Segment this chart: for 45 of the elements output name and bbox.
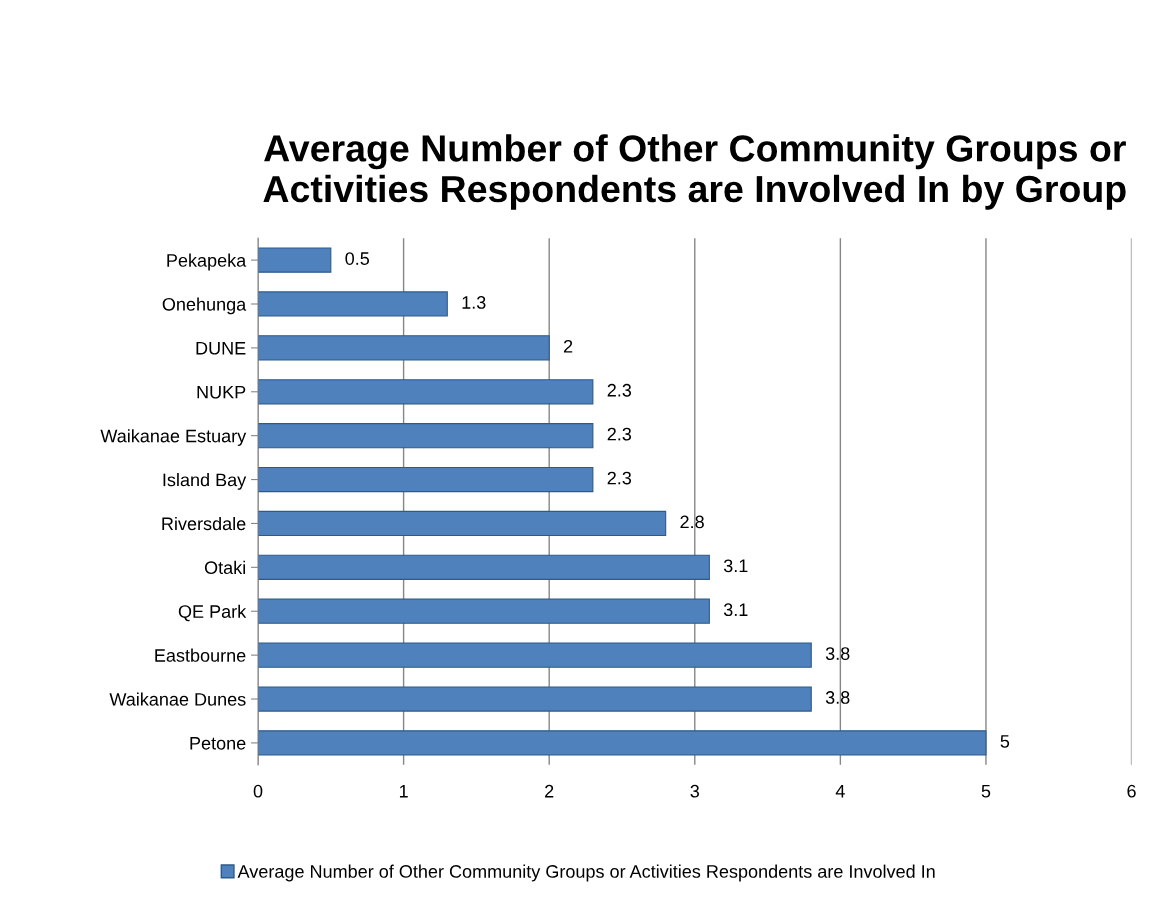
y-tick-label: Waikanae Dunes [109, 692, 246, 706]
x-tick-label: 0 [253, 784, 263, 798]
bar [258, 730, 987, 756]
data-label: 0.5 [345, 252, 370, 265]
data-label: 3.8 [825, 647, 850, 660]
y-tick-label: Waikanae Estuary [100, 429, 247, 446]
bar [258, 335, 550, 361]
data-label: 2.3 [607, 427, 632, 441]
bar [258, 247, 332, 273]
y-tick-label: DUNE [196, 342, 246, 355]
bar [258, 291, 448, 317]
y-tick-label: Petone [190, 737, 246, 750]
data-label: 3.8 [825, 691, 850, 704]
data-label: 2 [563, 339, 573, 353]
y-tick-label: Onehunga [162, 297, 247, 315]
data-label: 3.1 [723, 559, 748, 573]
x-tick-label: 1 [399, 784, 408, 798]
bar [258, 598, 710, 624]
y-tick-label: NUKP [197, 385, 246, 399]
chart-title: Average Number of Other Community Groups or Activities Respondents are Involved In by Group [263, 134, 1126, 210]
y-tick-label: Eastbourne [155, 648, 246, 662]
x-tick-label: 4 [835, 784, 845, 798]
bar [258, 686, 812, 712]
bar [258, 510, 667, 537]
bar [258, 379, 594, 405]
legend-label: Average Number of Other Community Groups or Activities Respondents are Involved In [237, 864, 935, 882]
x-tick-label: 2 [545, 784, 554, 798]
y-tick-label: Otaki [204, 560, 245, 575]
data-label: 5 [1000, 735, 1010, 748]
data-label: 1.3 [462, 296, 486, 309]
x-tick-label: 3 [690, 784, 700, 798]
y-tick-label: Island Bay [163, 473, 247, 490]
data-label: 2.3 [607, 383, 632, 397]
y-tick-label: Riversdale [162, 516, 246, 531]
bar [258, 642, 812, 668]
x-tick-label: 5 [981, 784, 991, 798]
bar [258, 554, 710, 580]
x-tick-label: 6 [1127, 784, 1136, 798]
data-label: 2.8 [680, 515, 704, 529]
y-tick-label: Pekapeka [167, 253, 247, 271]
data-label: 3.1 [723, 603, 748, 617]
data-label: 2.3 [607, 471, 632, 485]
y-tick-label: QE Park [178, 604, 247, 622]
bar [258, 423, 594, 449]
bar [258, 466, 594, 493]
